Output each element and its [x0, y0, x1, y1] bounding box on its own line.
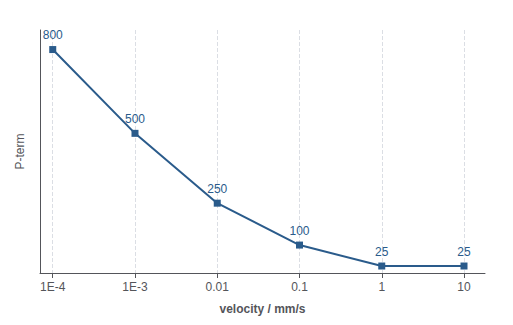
svg-text:250: 250	[207, 182, 227, 196]
svg-text:800: 800	[43, 28, 63, 42]
svg-text:P-term: P-term	[13, 133, 27, 169]
svg-text:velocity / mm/s: velocity / mm/s	[219, 302, 305, 316]
svg-text:25: 25	[457, 245, 471, 259]
svg-text:0.1: 0.1	[291, 280, 308, 294]
svg-text:1E-4: 1E-4	[40, 280, 66, 294]
svg-text:0.01: 0.01	[206, 280, 230, 294]
svg-text:25: 25	[375, 245, 389, 259]
svg-text:10: 10	[457, 280, 471, 294]
svg-text:1: 1	[378, 280, 385, 294]
svg-text:500: 500	[125, 112, 145, 126]
svg-text:100: 100	[289, 224, 309, 238]
svg-text:1E-3: 1E-3	[122, 280, 148, 294]
